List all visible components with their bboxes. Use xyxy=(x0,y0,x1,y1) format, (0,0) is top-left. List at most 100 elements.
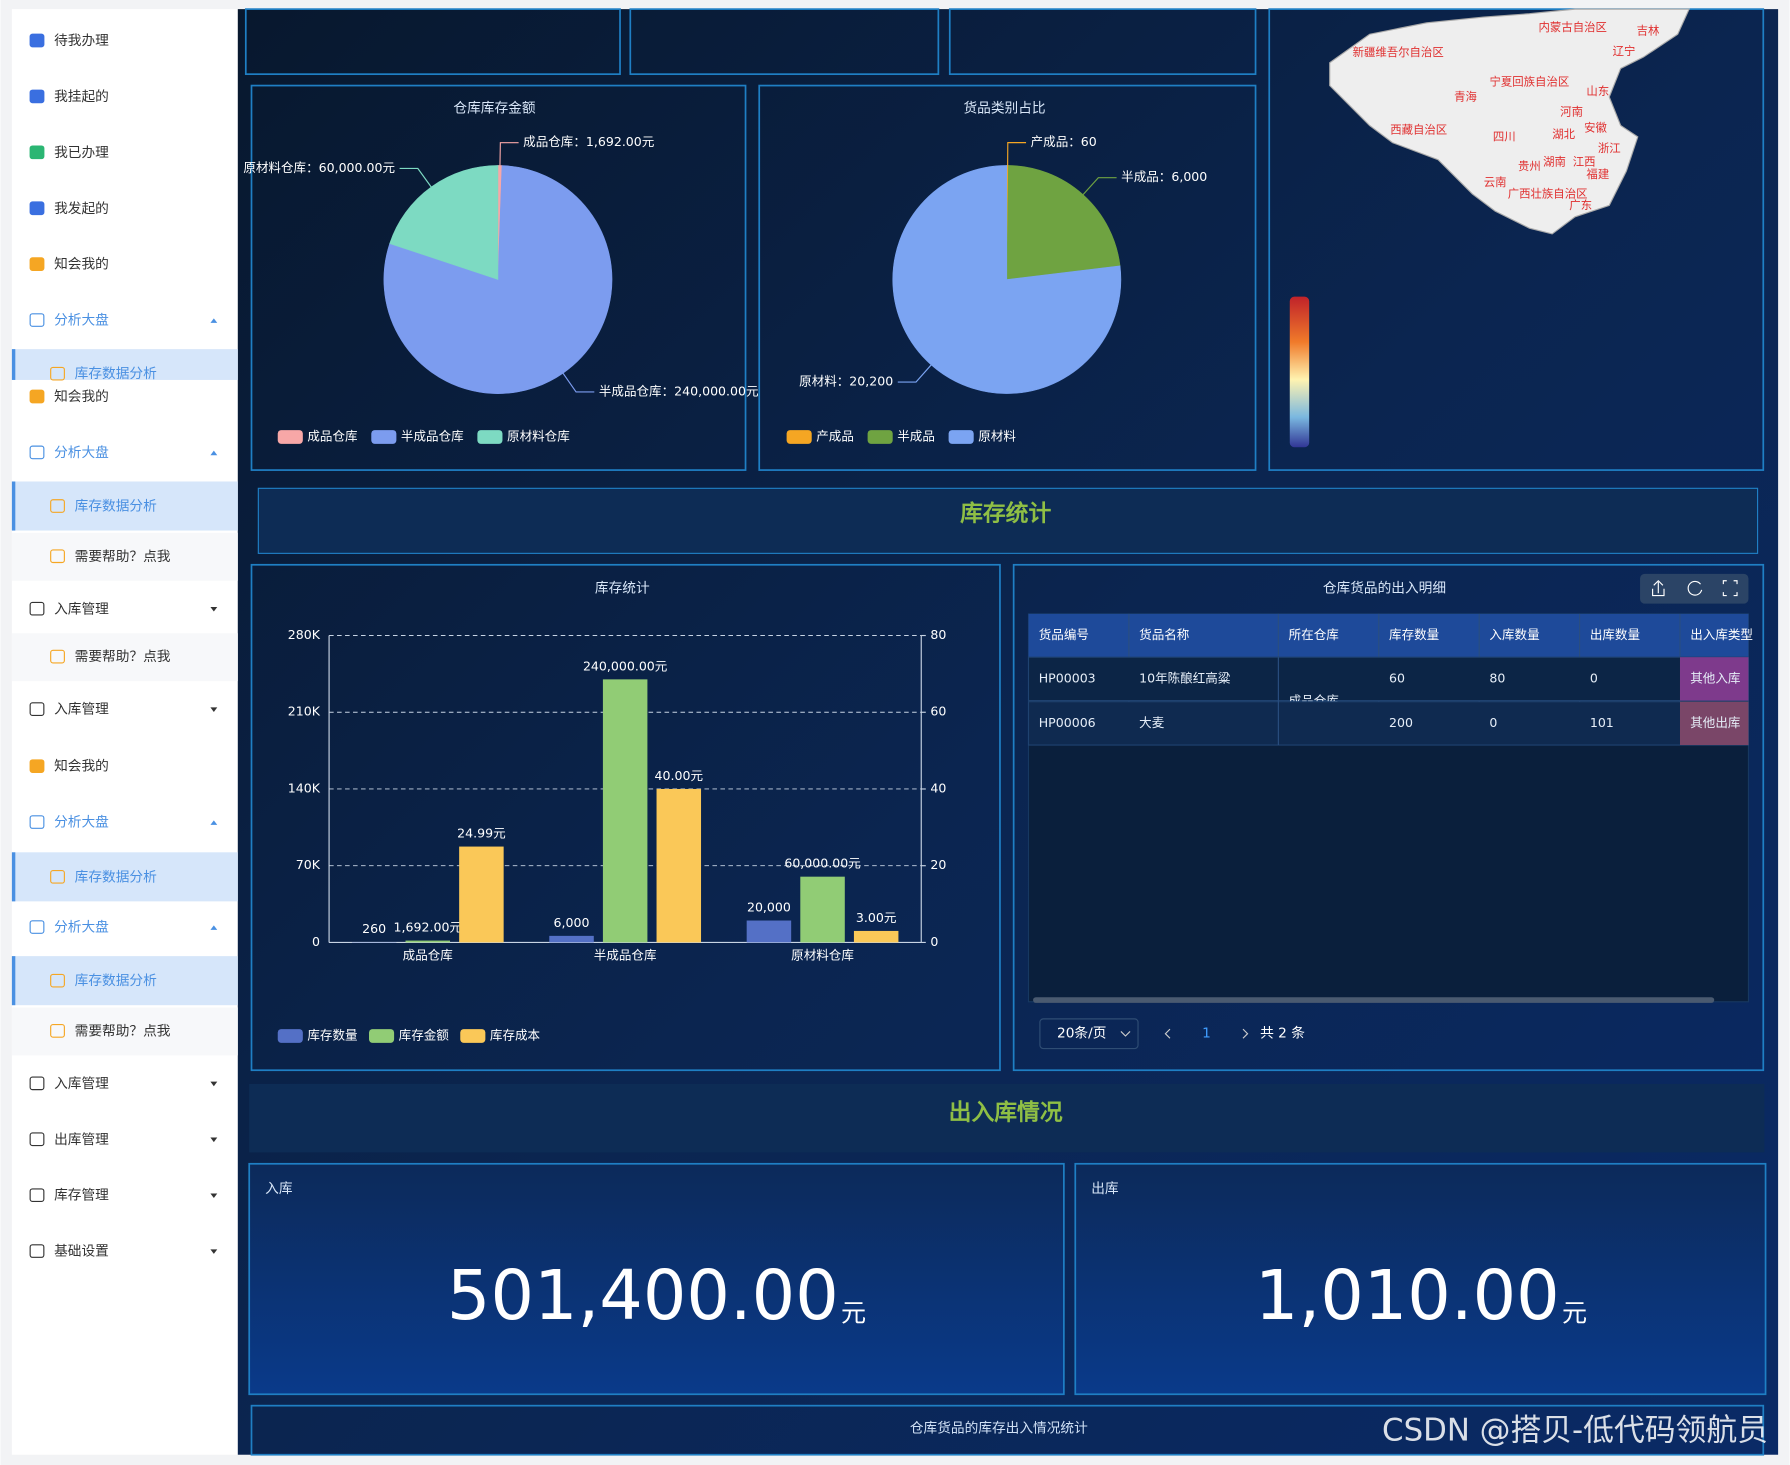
sidebar xyxy=(11,9,238,1455)
data-label: 6,000 xyxy=(554,915,590,930)
legend-label[interactable]: 库存数量 xyxy=(307,1027,357,1042)
map-label: 福建 xyxy=(1586,167,1609,181)
column-header: 所在仓库 xyxy=(1289,627,1339,642)
next-page[interactable] xyxy=(1242,1028,1249,1039)
bar xyxy=(405,940,451,943)
caret-down xyxy=(210,1137,218,1143)
table-cell: 200 xyxy=(1389,715,1413,730)
label-line xyxy=(897,364,932,383)
menu-item[interactable]: 库存数据分析 xyxy=(75,366,157,382)
prev-page[interactable] xyxy=(1164,1028,1171,1039)
data-label: 40.00元 xyxy=(655,768,704,783)
bar xyxy=(800,876,845,943)
legend-label[interactable]: 半成品 xyxy=(897,428,935,443)
data-label: 成品仓库：1,692.00元 xyxy=(523,134,655,149)
menu-item[interactable]: 分析大盘 xyxy=(54,919,109,936)
map-label: 湖北 xyxy=(1552,127,1575,141)
menu-item-bg xyxy=(11,956,238,1006)
legend-label[interactable]: 原材料 xyxy=(978,428,1016,443)
table-toolbar xyxy=(1640,573,1749,604)
caret-down xyxy=(210,707,218,712)
data-label: 3.00元 xyxy=(856,910,897,925)
stat-value: 1,010.00 xyxy=(1255,1256,1560,1336)
current-page[interactable]: 1 xyxy=(1202,1026,1211,1042)
menu-item[interactable]: 出库管理 xyxy=(54,1132,109,1148)
menu-item[interactable]: 需要帮助？点我 xyxy=(75,649,171,665)
legend-label[interactable]: 半成品仓库 xyxy=(401,428,464,443)
menu-icon xyxy=(29,257,45,271)
table-cell: HP00006 xyxy=(1039,715,1096,730)
menu-icon xyxy=(29,1188,45,1203)
map-label: 四川 xyxy=(1493,129,1516,143)
menu-item-bg xyxy=(11,481,238,531)
table-row xyxy=(1027,701,1750,746)
menu-item[interactable]: 基础设置 xyxy=(54,1243,109,1260)
data-label: 原材料：20,200 xyxy=(799,374,893,389)
map-shape xyxy=(1329,8,1690,235)
data-label: 20,000 xyxy=(747,899,791,914)
menu-item[interactable]: 知会我的 xyxy=(54,256,109,273)
map-label: 宁夏回族自治区 xyxy=(1490,75,1570,89)
legend-label[interactable]: 原材料仓库 xyxy=(507,428,570,443)
menu-icon xyxy=(29,201,45,216)
refresh-icon[interactable] xyxy=(1687,580,1703,596)
caret-up xyxy=(210,925,218,930)
bar xyxy=(746,920,792,943)
export-icon[interactable] xyxy=(1652,579,1665,597)
x-tick-label: 成品仓库 xyxy=(403,948,453,963)
data-label: 260 xyxy=(362,921,386,936)
caret-down xyxy=(210,1249,218,1254)
menu-item[interactable]: 我挂起的 xyxy=(54,89,109,105)
table-cell: HP00003 xyxy=(1039,670,1096,685)
legend-label[interactable]: 成品仓库 xyxy=(307,428,357,443)
menu-item[interactable]: 库存数据分析 xyxy=(75,869,157,885)
menu-item[interactable]: 需要帮助？点我 xyxy=(75,549,171,565)
stat-label: 入库 xyxy=(265,1181,293,1197)
menu-icon xyxy=(29,445,45,460)
pie-slice xyxy=(892,165,1122,394)
menu-item[interactable]: 库存数据分析 xyxy=(75,973,157,989)
map-label: 内蒙古自治区 xyxy=(1539,20,1607,34)
legend-swatch xyxy=(460,1029,486,1043)
menu-item[interactable]: 入库管理 xyxy=(54,601,109,617)
chart-title: 仓库库存金额 xyxy=(453,100,535,116)
menu-item[interactable]: 入库管理 xyxy=(54,702,109,718)
bar xyxy=(549,935,594,943)
map-label: 吉林 xyxy=(1637,23,1660,37)
stat-label: 出库 xyxy=(1091,1181,1119,1197)
menu-item[interactable]: 库存管理 xyxy=(54,1188,109,1204)
menu-item[interactable]: 我发起的 xyxy=(54,201,109,217)
panel xyxy=(758,84,1257,471)
page-size-select[interactable] xyxy=(1039,1018,1139,1050)
menu-item[interactable]: 知会我的 xyxy=(54,388,109,405)
type-cell xyxy=(1679,701,1749,746)
legend-swatch xyxy=(948,430,974,444)
table-title: 仓库货品的出入明细 xyxy=(1323,580,1446,597)
menu-item-marker xyxy=(11,852,16,902)
menu-item[interactable]: 分析大盘 xyxy=(54,312,109,329)
x-tick-label: 原材料仓库 xyxy=(791,948,854,963)
legend-label[interactable]: 库存金额 xyxy=(399,1027,450,1042)
section-title: 出入库情况 xyxy=(949,1100,1063,1126)
menu-item[interactable]: 知会我的 xyxy=(54,758,109,775)
fullscreen-icon[interactable] xyxy=(1722,580,1738,597)
menu-item[interactable]: 库存数据分析 xyxy=(75,499,157,515)
menu-item-marker xyxy=(11,349,16,380)
page-size[interactable]: 20条/页 xyxy=(1057,1025,1106,1042)
legend-label[interactable]: 产成品 xyxy=(816,428,854,443)
menu-item[interactable]: 我已办理 xyxy=(54,145,109,161)
menu-item[interactable]: 入库管理 xyxy=(54,1076,109,1092)
x-tick-label: 半成品仓库 xyxy=(594,948,657,963)
label-line xyxy=(562,372,595,393)
menu-item[interactable]: 分析大盘 xyxy=(54,444,109,461)
y2-tick-label: 80 xyxy=(930,627,946,642)
map-label: 西藏自治区 xyxy=(1390,123,1447,137)
toolbar xyxy=(1640,573,1749,604)
menu-item[interactable]: 分析大盘 xyxy=(54,814,109,831)
table-cell: 80 xyxy=(1489,670,1505,685)
legend-swatch xyxy=(277,1029,303,1043)
legend-label[interactable]: 库存成本 xyxy=(490,1027,541,1042)
menu-item[interactable]: 需要帮助？点我 xyxy=(75,1023,171,1039)
menu-item[interactable]: 待我办理 xyxy=(54,33,109,49)
table-cell: 其他入库 xyxy=(1690,670,1740,685)
